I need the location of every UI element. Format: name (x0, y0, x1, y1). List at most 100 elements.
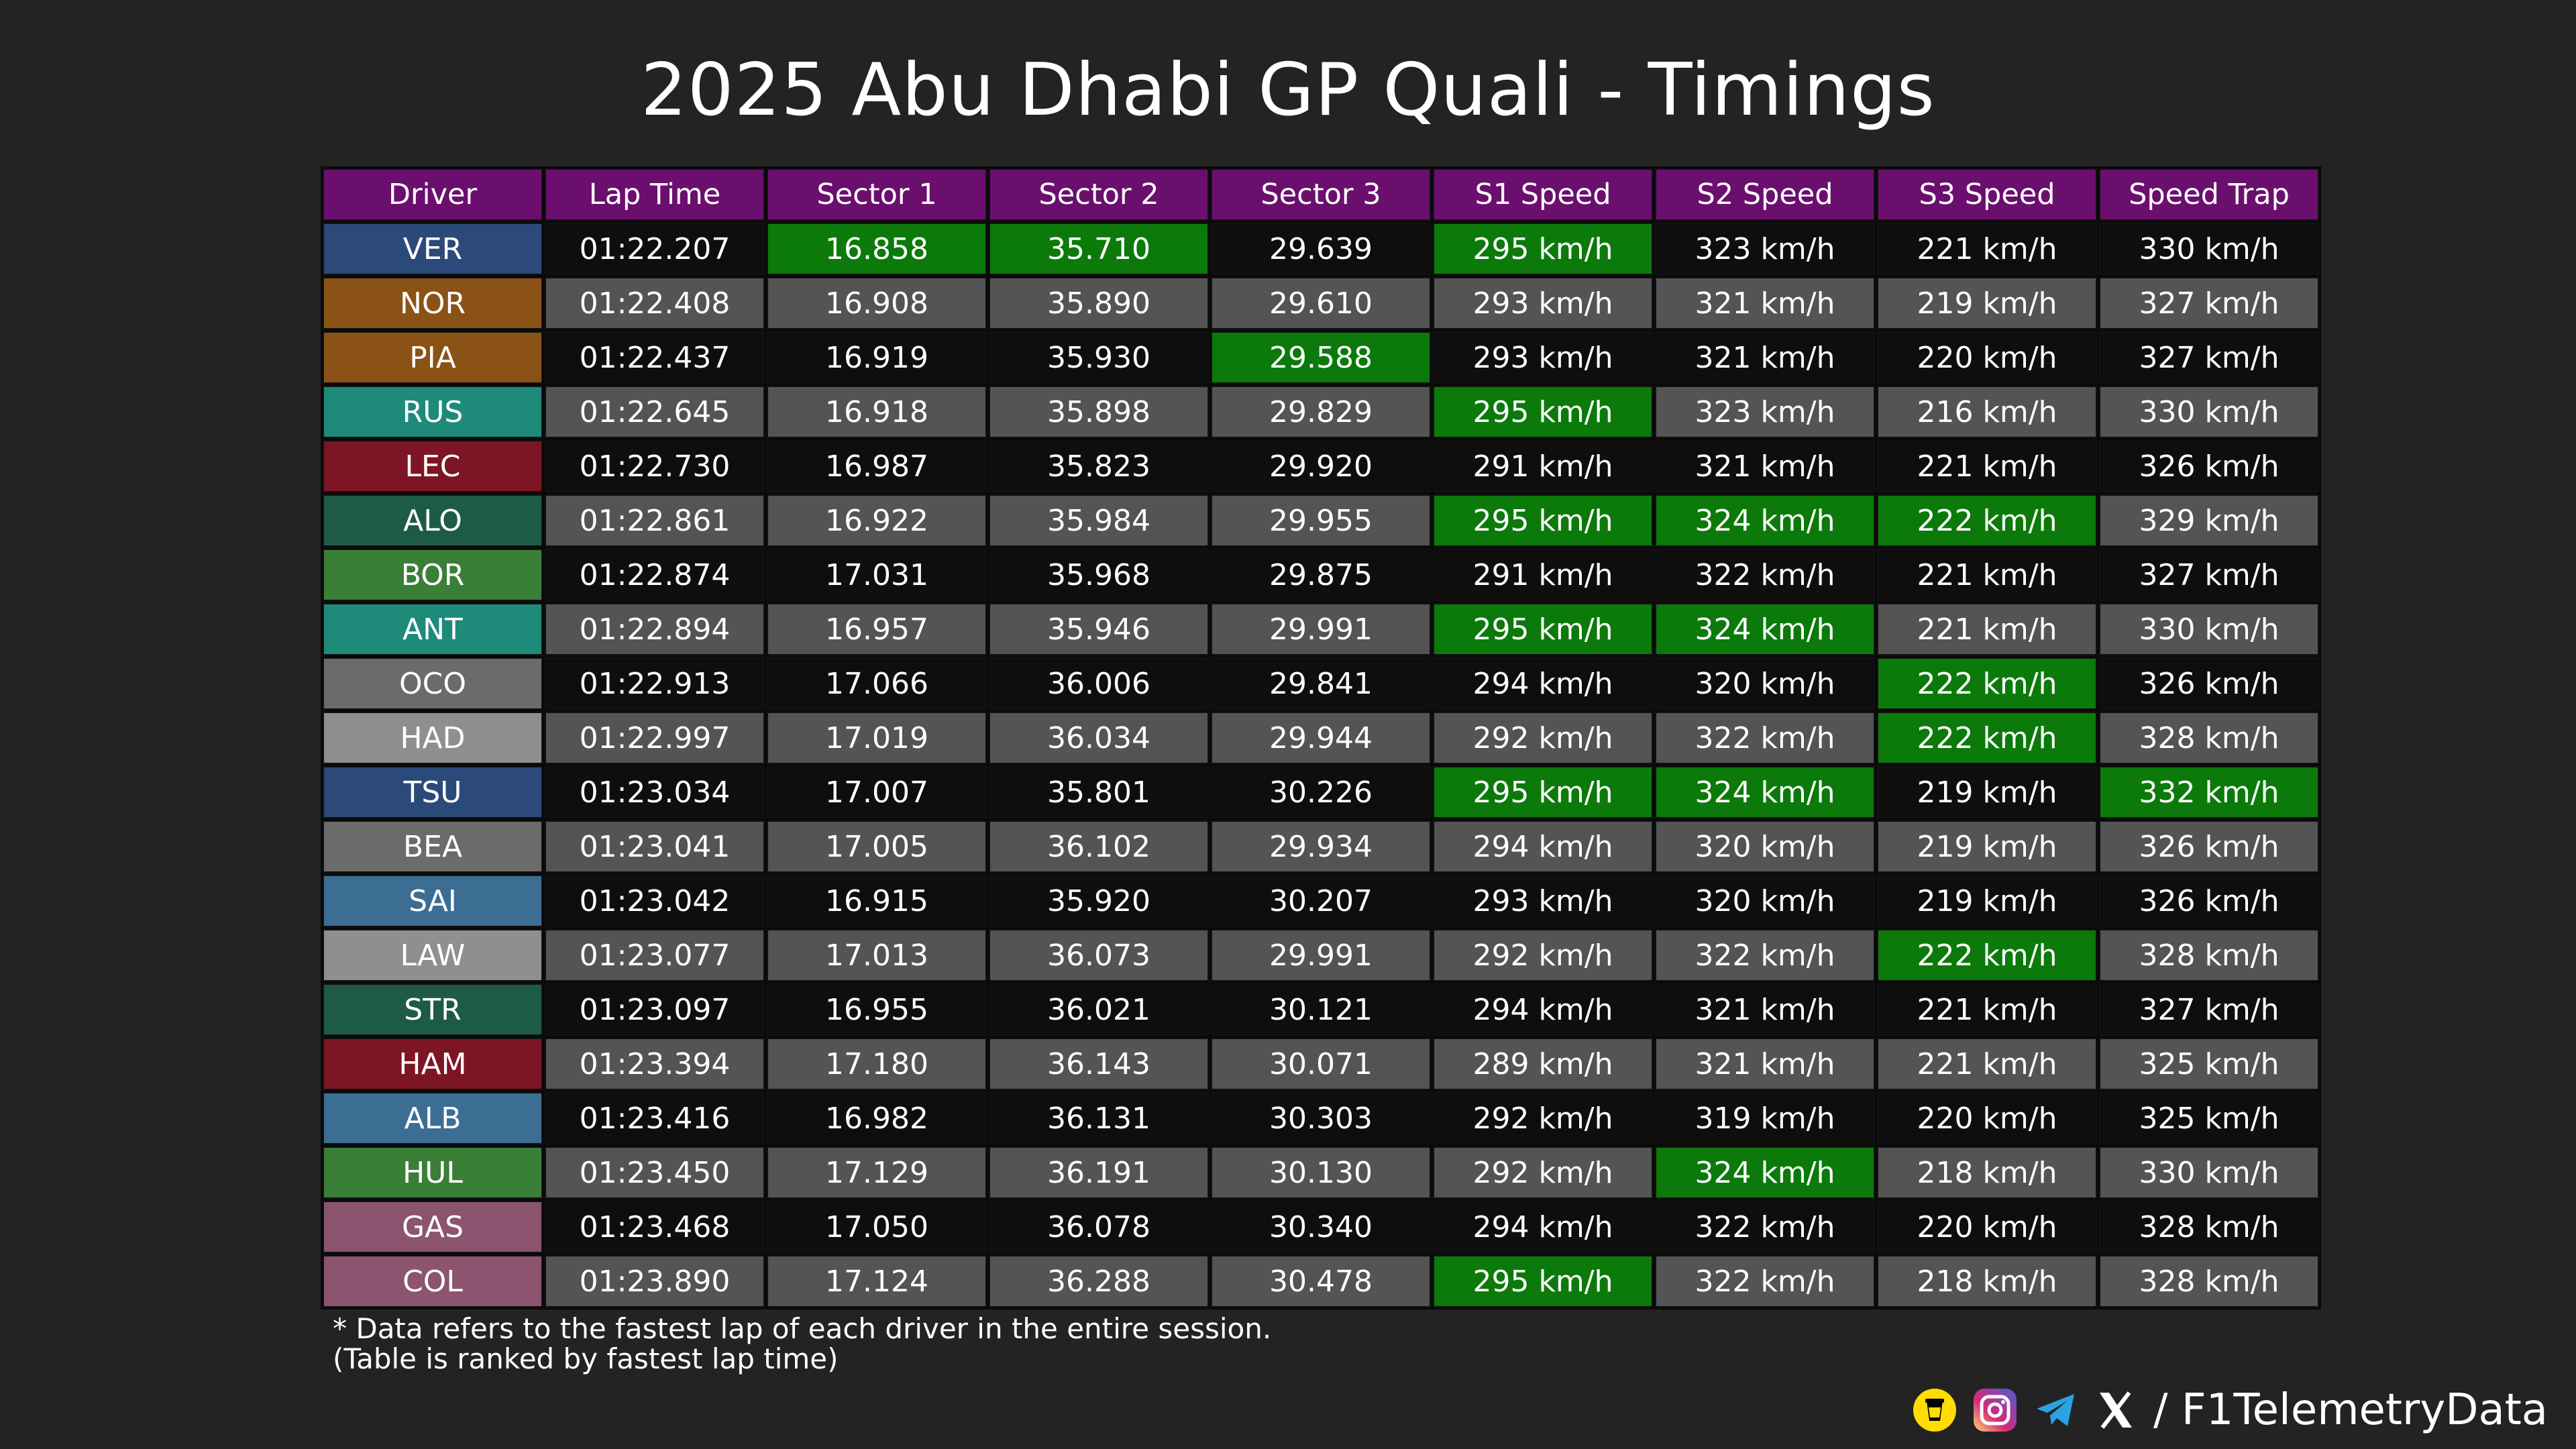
driver-cell: LAW (323, 929, 543, 981)
sp3-cell: 220 km/h (1877, 331, 2097, 384)
sp1-cell: 295 km/h (1433, 603, 1653, 655)
trap-cell: 327 km/h (2099, 983, 2319, 1036)
s2-cell: 36.078 (989, 1201, 1209, 1253)
s2-cell: 36.131 (989, 1092, 1209, 1144)
driver-cell: NOR (323, 277, 543, 329)
sp3-cell: 221 km/h (1877, 223, 2097, 275)
lap-cell: 01:22.408 (545, 277, 765, 329)
trap-cell: 328 km/h (2099, 1201, 2319, 1253)
column-header: Sector 1 (767, 168, 987, 221)
driver-cell: ANT (323, 603, 543, 655)
s2-cell: 36.102 (989, 820, 1209, 873)
driver-cell: GAS (323, 1201, 543, 1253)
s3-cell: 29.588 (1211, 331, 1431, 384)
s1-cell: 16.955 (767, 983, 987, 1036)
trap-cell: 325 km/h (2099, 1092, 2319, 1144)
s3-cell: 30.478 (1211, 1255, 1431, 1307)
x-icon[interactable] (2093, 1387, 2139, 1433)
table-row: ANT 01:22.894 16.957 35.946 29.991 295 km/h 32… (323, 603, 2319, 655)
s2-cell: 35.710 (989, 223, 1209, 275)
table-row: GAS 01:23.468 17.050 36.078 30.340 294 km/h 32… (323, 1201, 2319, 1253)
sp3-cell: 219 km/h (1877, 875, 2097, 927)
table-row: BOR 01:22.874 17.031 35.968 29.875 291 km/h 32… (323, 549, 2319, 601)
column-header: Sector 3 (1211, 168, 1431, 221)
trap-cell: 326 km/h (2099, 440, 2319, 492)
driver-cell: HAD (323, 712, 543, 764)
column-header: Speed Trap (2099, 168, 2319, 221)
sp2-cell: 324 km/h (1655, 494, 1875, 547)
s3-cell: 29.934 (1211, 820, 1431, 873)
s2-cell: 36.288 (989, 1255, 1209, 1307)
social-handle[interactable]: / F1TelemetryData (2153, 1385, 2548, 1435)
sp3-cell: 221 km/h (1877, 1038, 2097, 1090)
sp2-cell: 321 km/h (1655, 331, 1875, 384)
s2-cell: 35.898 (989, 386, 1209, 438)
sp1-cell: 295 km/h (1433, 386, 1653, 438)
driver-cell: ALB (323, 1092, 543, 1144)
footnote-line-2: (Table is ranked by fastest lap time) (333, 1342, 839, 1375)
sp1-cell: 295 km/h (1433, 766, 1653, 818)
driver-cell: TSU (323, 766, 543, 818)
trap-cell: 328 km/h (2099, 712, 2319, 764)
s3-cell: 29.841 (1211, 657, 1431, 710)
s3-cell: 29.991 (1211, 929, 1431, 981)
s2-cell: 35.801 (989, 766, 1209, 818)
table-row: ALB 01:23.416 16.982 36.131 30.303 292 km/h 31… (323, 1092, 2319, 1144)
sp3-cell: 222 km/h (1877, 712, 2097, 764)
table-row: HUL 01:23.450 17.129 36.191 30.130 292 km/h 32… (323, 1146, 2319, 1199)
trap-cell: 329 km/h (2099, 494, 2319, 547)
s1-cell: 17.007 (767, 766, 987, 818)
footnote: * Data refers to the fastest lap of each… (333, 1313, 1271, 1374)
lap-cell: 01:22.645 (545, 386, 765, 438)
table-row: RUS 01:22.645 16.918 35.898 29.829 295 km/h 32… (323, 386, 2319, 438)
timings-table: Driver Lap Time Sector 1 Sector 2 Sector 3 S1… (321, 166, 2321, 1309)
trap-cell: 330 km/h (2099, 223, 2319, 275)
buymeacoffee-icon[interactable] (1912, 1387, 1957, 1433)
s3-cell: 29.829 (1211, 386, 1431, 438)
trap-cell: 330 km/h (2099, 603, 2319, 655)
table-header-row: Driver Lap Time Sector 1 Sector 2 Sector 3 S1… (323, 168, 2319, 221)
sp2-cell: 320 km/h (1655, 657, 1875, 710)
trap-cell: 330 km/h (2099, 1146, 2319, 1199)
s1-cell: 16.957 (767, 603, 987, 655)
s1-cell: 16.918 (767, 386, 987, 438)
social-bar: / F1TelemetryData (1912, 1382, 2548, 1438)
table-row: BEA 01:23.041 17.005 36.102 29.934 294 km/h 32… (323, 820, 2319, 873)
sp1-cell: 295 km/h (1433, 223, 1653, 275)
trap-cell: 326 km/h (2099, 875, 2319, 927)
page-title: 2025 Abu Dhabi GP Quali - Timings (641, 48, 1935, 132)
sp3-cell: 219 km/h (1877, 277, 2097, 329)
lap-cell: 01:23.416 (545, 1092, 765, 1144)
s1-cell: 16.987 (767, 440, 987, 492)
sp2-cell: 323 km/h (1655, 386, 1875, 438)
s3-cell: 30.303 (1211, 1092, 1431, 1144)
sp3-cell: 218 km/h (1877, 1255, 2097, 1307)
trap-cell: 325 km/h (2099, 1038, 2319, 1090)
driver-cell: BOR (323, 549, 543, 601)
s2-cell: 35.984 (989, 494, 1209, 547)
sp3-cell: 221 km/h (1877, 549, 2097, 601)
s3-cell: 29.920 (1211, 440, 1431, 492)
s2-cell: 35.930 (989, 331, 1209, 384)
table-row: COL 01:23.890 17.124 36.288 30.478 295 km/h 32… (323, 1255, 2319, 1307)
s1-cell: 17.031 (767, 549, 987, 601)
s3-cell: 29.875 (1211, 549, 1431, 601)
sp2-cell: 321 km/h (1655, 983, 1875, 1036)
s1-cell: 16.982 (767, 1092, 987, 1144)
s2-cell: 35.890 (989, 277, 1209, 329)
lap-cell: 01:23.097 (545, 983, 765, 1036)
column-header: S1 Speed (1433, 168, 1653, 221)
lap-cell: 01:23.077 (545, 929, 765, 981)
s2-cell: 36.191 (989, 1146, 1209, 1199)
lap-cell: 01:23.034 (545, 766, 765, 818)
trap-cell: 332 km/h (2099, 766, 2319, 818)
sp1-cell: 292 km/h (1433, 929, 1653, 981)
table-row: TSU 01:23.034 17.007 35.801 30.226 295 km/h 32… (323, 766, 2319, 818)
instagram-icon[interactable] (1972, 1387, 2018, 1433)
lap-cell: 01:22.437 (545, 331, 765, 384)
sp2-cell: 322 km/h (1655, 1201, 1875, 1253)
s3-cell: 29.944 (1211, 712, 1431, 764)
sp1-cell: 292 km/h (1433, 712, 1653, 764)
sp2-cell: 320 km/h (1655, 820, 1875, 873)
telegram-icon[interactable] (2033, 1387, 2078, 1433)
